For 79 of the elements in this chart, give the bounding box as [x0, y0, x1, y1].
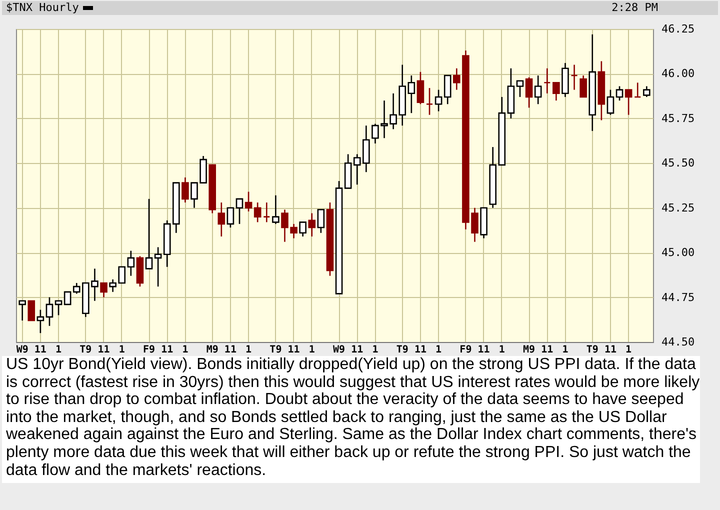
- y-tick-label: 44.50: [662, 336, 695, 348]
- candlestick: [606, 89, 614, 116]
- x-tick-label: 1: [56, 344, 62, 356]
- x-tick-label: T9: [80, 344, 92, 356]
- candlestick: [182, 176, 189, 204]
- candlestick: [317, 208, 325, 234]
- y-tick-label: 45.75: [662, 112, 695, 125]
- x-tick-label: 1: [182, 344, 188, 356]
- candlestick: [543, 68, 551, 94]
- candlestick: [299, 222, 306, 238]
- x-tick-label: M9: [206, 344, 218, 356]
- x-tick-label: 11: [351, 344, 364, 356]
- x-tick-label: T9: [270, 344, 282, 356]
- y-tick-label: 46.25: [662, 22, 695, 36]
- y-tick-label: 45.25: [662, 201, 695, 214]
- text: US 10yr Bond(Yield view). Bonds initially dropped(Yield up) on the strong US PPI data. If the data is correct (fastest rise in 30yrs) then this would suggest that US interest rates would be more likely to rise than drop to combat inflation. Doubt about the veracity of the data seems to have seeped into the market, though, and so Bonds settled back to ranging, just the same as the US Dollar weakened again against the Euro and Sterling. Same as the Dollar Index chart comments, there's plenty more data due this week that will either back up or refute the strong PPI. So just watch the data flow and the markets' reactions.: [2, 356, 700, 484]
- candlestick: [28, 300, 36, 322]
- x-tick-label: F9: [142, 344, 156, 356]
- y-tick-label: 45.00: [662, 246, 695, 260]
- candlestick: [46, 296, 54, 327]
- x-tick-label: 11: [541, 344, 554, 356]
- x-tick-label: 1: [118, 344, 125, 356]
- candlestick: [408, 74, 416, 114]
- candlestick: [552, 82, 560, 102]
- candlestick: [516, 80, 524, 98]
- x-tick-label: 1: [436, 344, 442, 356]
- candlestick: [100, 282, 108, 298]
- x-tick-label: 11: [224, 344, 236, 356]
- candlestick: [416, 71, 424, 105]
- candlestick: [127, 250, 135, 276]
- x-tick-label: 11: [34, 344, 46, 356]
- candlestick: [272, 194, 280, 225]
- y-tick-label: 45.50: [662, 156, 695, 170]
- x-tick-label: 1: [246, 344, 252, 356]
- x-tick-label: 11: [414, 344, 426, 356]
- candlestick: [534, 74, 542, 105]
- candlestick: [624, 89, 632, 116]
- candlestick: [434, 89, 442, 112]
- candlestick: [444, 74, 452, 105]
- x-tick-label: 1: [308, 344, 315, 356]
- candlestick: [218, 202, 226, 238]
- candlestick: [262, 202, 270, 223]
- text: 2:28 PM: [612, 1, 658, 15]
- x-tick-label: 11: [604, 344, 616, 356]
- candlestick: [580, 74, 587, 98]
- candlestick: [18, 300, 26, 322]
- candlestick: [145, 198, 153, 270]
- candlestick: [54, 300, 62, 316]
- candlestick: [570, 64, 578, 90]
- candlestick: [308, 212, 316, 238]
- x-tick-label: W9: [333, 344, 346, 356]
- x-tick-label: M9: [523, 344, 536, 356]
- x-tick-label: F9: [460, 344, 472, 356]
- candlestick: [254, 202, 262, 223]
- y-tick-label: 46.00: [662, 67, 695, 80]
- x-tick-label: 11: [478, 344, 490, 356]
- candlestick: [616, 86, 624, 102]
- x-tick-label: 11: [288, 344, 300, 356]
- x-tick-label: W9: [16, 344, 28, 356]
- candlestick: [643, 86, 650, 98]
- candlestick: [226, 207, 234, 228]
- candlestick: [154, 246, 162, 288]
- x-tick-label: T9: [396, 344, 408, 356]
- x-tick-label: 1: [562, 344, 568, 356]
- candlestick: [634, 82, 642, 98]
- candlestick: [64, 291, 72, 306]
- candlestick: [244, 191, 252, 212]
- x-tick-label: 11: [161, 344, 174, 356]
- candlestick: [525, 76, 533, 108]
- x-tick-label: T9: [586, 344, 598, 356]
- chart-title: $TNX Hourly: [6, 1, 80, 15]
- y-tick-label: 44.75: [662, 290, 695, 304]
- candlestick: [426, 87, 434, 116]
- x-tick-label: 1: [372, 344, 378, 356]
- candlestick: [236, 198, 244, 225]
- x-tick-label: 1: [498, 344, 505, 356]
- candlestick: [36, 309, 44, 334]
- x-tick-label: 1: [626, 344, 632, 356]
- x-tick-label: 11: [98, 344, 110, 356]
